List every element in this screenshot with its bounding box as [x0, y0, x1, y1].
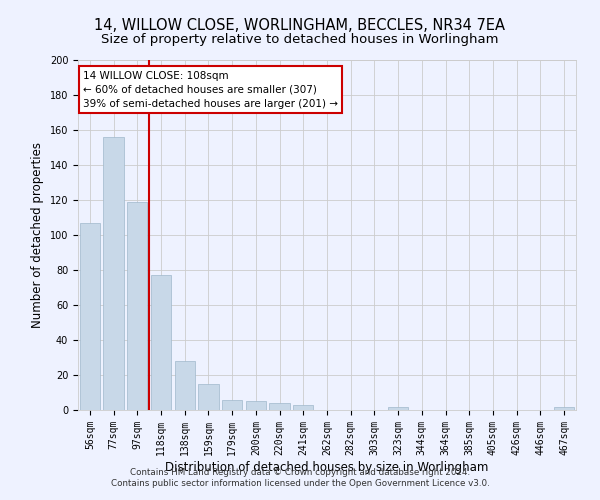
Bar: [222, 400, 242, 410]
Bar: [103, 137, 124, 410]
Bar: [199, 384, 218, 410]
Bar: [554, 406, 574, 410]
Bar: [175, 361, 195, 410]
X-axis label: Distribution of detached houses by size in Worlingham: Distribution of detached houses by size …: [166, 460, 488, 473]
Text: 14, WILLOW CLOSE, WORLINGHAM, BECCLES, NR34 7EA: 14, WILLOW CLOSE, WORLINGHAM, BECCLES, N…: [95, 18, 505, 32]
Y-axis label: Number of detached properties: Number of detached properties: [31, 142, 44, 328]
Bar: [293, 405, 313, 410]
Bar: [388, 406, 408, 410]
Text: Contains HM Land Registry data © Crown copyright and database right 2024.
Contai: Contains HM Land Registry data © Crown c…: [110, 468, 490, 487]
Bar: [80, 223, 100, 410]
Bar: [151, 275, 171, 410]
Bar: [269, 403, 290, 410]
Bar: [246, 401, 266, 410]
Text: 14 WILLOW CLOSE: 108sqm
← 60% of detached houses are smaller (307)
39% of semi-d: 14 WILLOW CLOSE: 108sqm ← 60% of detache…: [83, 70, 338, 108]
Text: Size of property relative to detached houses in Worlingham: Size of property relative to detached ho…: [101, 32, 499, 46]
Bar: [127, 202, 148, 410]
